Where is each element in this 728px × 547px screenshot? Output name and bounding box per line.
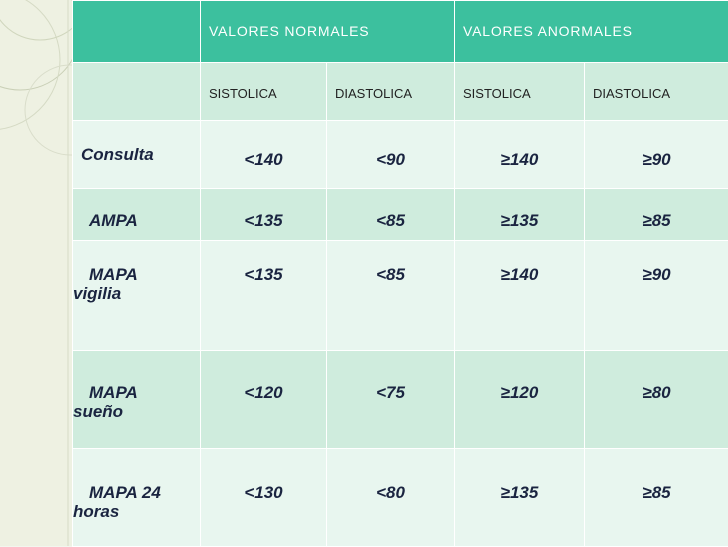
row-label: MAPA [73, 383, 200, 402]
blood-pressure-table: VALORES NORMALES VALORES ANORMALES SISTO… [72, 0, 728, 547]
value-cell: ≥85 [585, 189, 728, 241]
subheader-empty-cell [73, 63, 201, 121]
header-normal-values: VALORES NORMALES [201, 1, 455, 63]
value-cell: ≥135 [455, 449, 585, 547]
value-cell: <75 [327, 351, 455, 449]
value-cell: ≥140 [455, 121, 585, 189]
table-row: AMPA <135 <85 ≥135 ≥85 [73, 189, 728, 241]
swirl-decoration [0, 0, 72, 546]
subheader-cell: SISTOLICA [455, 63, 585, 121]
value-cell: ≥90 [585, 241, 728, 351]
value-cell: <85 [327, 241, 455, 351]
value-cell: <120 [201, 351, 327, 449]
header-row: VALORES NORMALES VALORES ANORMALES [73, 1, 728, 63]
table-row: Consulta <140 <90 ≥140 ≥90 [73, 121, 728, 189]
row-label-line2: vigilia [73, 284, 200, 303]
value-cell: ≥135 [455, 189, 585, 241]
decorative-swirl-panel [0, 0, 72, 546]
row-label: AMPA [73, 211, 200, 230]
row-label-line2: sueño [73, 402, 200, 421]
row-label-cell: Consulta [73, 121, 201, 189]
value-cell: <135 [201, 189, 327, 241]
value-cell: <85 [327, 189, 455, 241]
value-cell: ≥80 [585, 351, 728, 449]
value-cell: <130 [201, 449, 327, 547]
header-abnormal-values: VALORES ANORMALES [455, 1, 728, 63]
value-cell: <140 [201, 121, 327, 189]
subheader-cell: DIASTOLICA [585, 63, 728, 121]
value-cell: ≥90 [585, 121, 728, 189]
subheader-row: SISTOLICA DIASTOLICA SISTOLICA DIASTOLIC… [73, 63, 728, 121]
row-label: MAPA [73, 265, 200, 284]
value-cell: ≥120 [455, 351, 585, 449]
row-label-line2: horas [73, 502, 200, 521]
value-cell: <90 [327, 121, 455, 189]
value-cell: <80 [327, 449, 455, 547]
value-cell: ≥85 [585, 449, 728, 547]
header-empty-cell [73, 1, 201, 63]
subheader-cell: SISTOLICA [201, 63, 327, 121]
value-cell: <135 [201, 241, 327, 351]
row-label: MAPA 24 [73, 483, 200, 502]
subheader-cell: DIASTOLICA [327, 63, 455, 121]
row-label: Consulta [73, 145, 200, 164]
row-label-cell: AMPA [73, 189, 201, 241]
value-cell: ≥140 [455, 241, 585, 351]
